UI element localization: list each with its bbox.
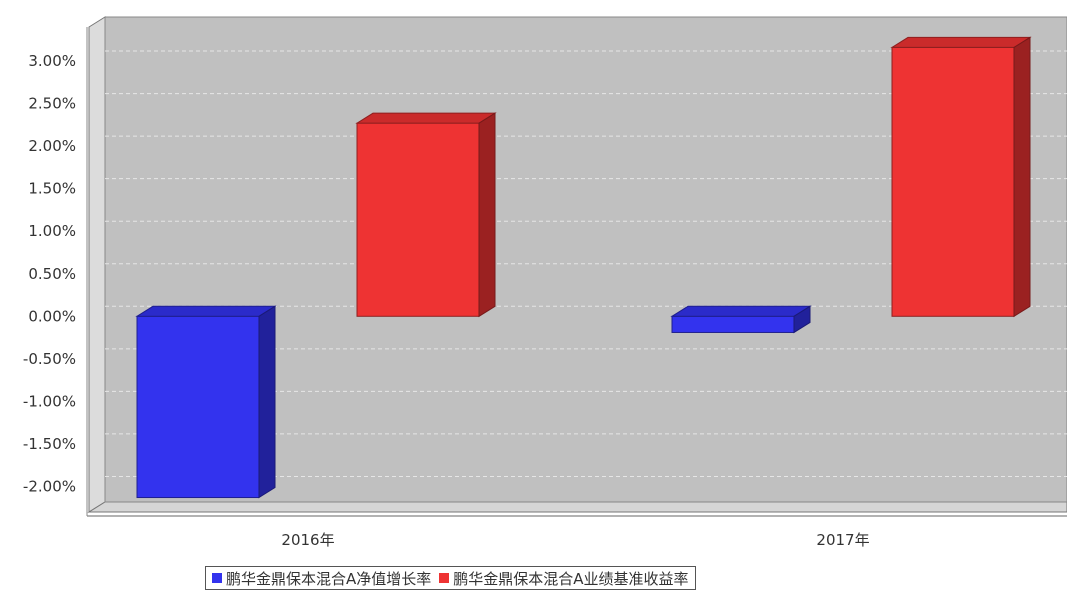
y-tick-label: -0.50% [23, 350, 76, 368]
bar-2-2 [890, 36, 1032, 318]
bar-front [891, 46, 1015, 317]
bar-1-2 [670, 305, 812, 334]
bar-front [136, 315, 260, 499]
bar-front [356, 122, 480, 317]
y-tick-label: 0.00% [28, 307, 76, 325]
bar-top [355, 112, 497, 124]
legend-label-series-1: 鹏华金鼎保本混合A净值增长率 [226, 569, 432, 588]
legend: 鹏华金鼎保本混合A净值增长率 鹏华金鼎保本混合A业绩基准收益率 [205, 566, 696, 590]
bar-1-1 [135, 305, 277, 499]
legend-swatch-series-1 [212, 573, 222, 583]
legend-item-series-2: 鹏华金鼎保本混合A业绩基准收益率 [439, 568, 689, 589]
y-tick-label: 1.50% [28, 180, 76, 198]
y-tick-label: -1.50% [23, 435, 76, 453]
legend-item-series-1: 鹏华金鼎保本混合A净值增长率 [212, 568, 431, 589]
bar-side [258, 305, 276, 499]
floor [87, 501, 1067, 513]
bar-top [670, 305, 812, 317]
bar-side [793, 305, 811, 334]
bar-top [135, 305, 277, 317]
bar-side [478, 112, 496, 318]
x-axis-labels: 2016年 2017年 [281, 531, 869, 549]
y-tick-label: 1.00% [28, 222, 76, 240]
bar-top [890, 36, 1032, 48]
y-tick-label: 2.50% [28, 95, 76, 113]
y-tick-label: -2.00% [23, 477, 76, 495]
x-tick-label: 2017年 [816, 531, 869, 549]
y-tick-label: 3.00% [28, 52, 76, 70]
left-wall [88, 16, 106, 513]
bar-front [671, 315, 795, 333]
bar-side [1013, 36, 1031, 318]
bar-2-1 [355, 112, 497, 318]
y-tick-label: 2.00% [28, 137, 76, 155]
x-tick-label: 2016年 [281, 531, 334, 549]
bars-layer [135, 36, 1032, 499]
legend-swatch-series-2 [439, 573, 450, 583]
y-tick-label: -1.00% [23, 392, 76, 410]
y-tick-label: 0.50% [28, 265, 76, 283]
y-axis-ticks: 3.00% 2.50% 2.00% 1.50% 1.00% 0.50% 0.00% -0.50… [23, 52, 76, 495]
legend-label-series-2: 鹏华金鼎保本混合A业绩基准收益率 [453, 569, 689, 588]
